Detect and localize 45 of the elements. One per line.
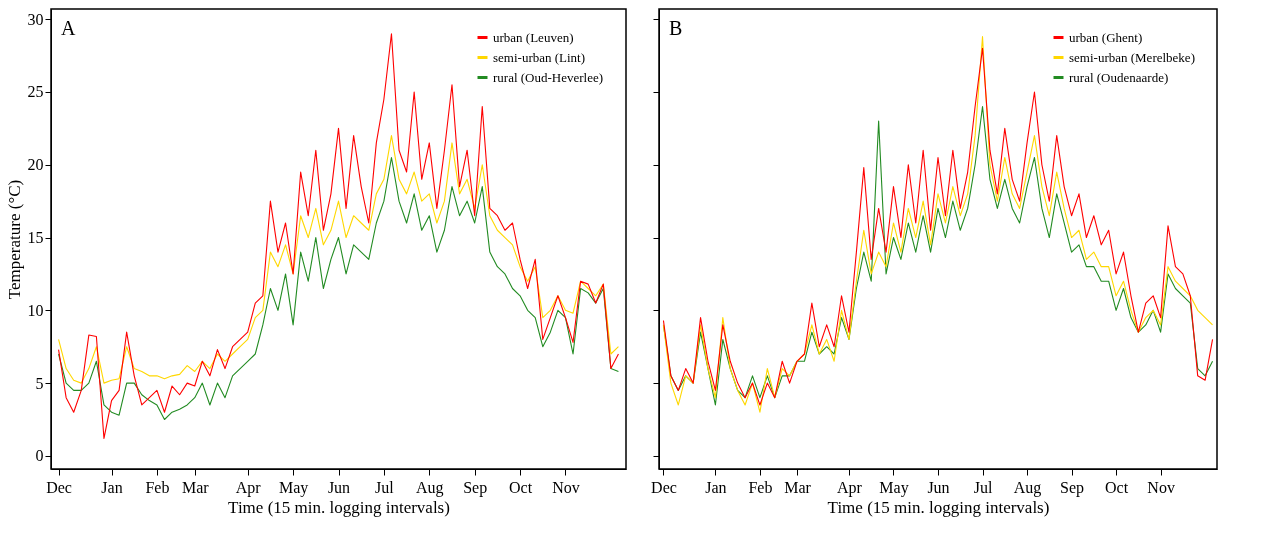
y-tick-label: 0 <box>35 447 44 465</box>
legend-label: rural (Oud-Heverlee) <box>493 69 604 85</box>
y-tick-label: 5 <box>35 374 44 392</box>
x-tick-label: Oct <box>509 478 533 496</box>
line-series <box>58 33 619 439</box>
legend-label: semi-urban (Lint) <box>493 49 586 65</box>
x-tick-label: Jan <box>705 478 727 496</box>
x-tick-label: Nov <box>552 478 580 496</box>
x-tick-label: Apr <box>837 478 863 497</box>
x-tick-label: Sep <box>463 478 488 497</box>
y-tick-label: 10 <box>27 301 44 319</box>
x-tick-label: Jul <box>973 478 993 496</box>
line-series <box>58 135 619 384</box>
x-tick-label: Mar <box>784 478 812 496</box>
y-tick-label: 25 <box>27 83 44 101</box>
x-tick-label: Jun <box>327 478 351 496</box>
y-tick-label: 15 <box>27 229 44 247</box>
legend-label: semi-urban (Merelbeke) <box>1069 49 1195 65</box>
y-tick-label: 30 <box>27 10 44 28</box>
x-axis-title: Time (15 min. logging intervals) <box>827 497 1050 517</box>
x-tick-label: Feb <box>145 478 170 496</box>
y-axis-title: Temperature (°C) <box>4 179 24 300</box>
x-tick-label: Oct <box>1105 478 1129 496</box>
x-tick-label: Jan <box>101 478 123 496</box>
x-tick-label: Sep <box>1060 478 1085 497</box>
x-tick-label: May <box>278 478 309 497</box>
x-tick-label: Nov <box>1147 478 1175 496</box>
x-tick-label: Jun <box>927 478 950 496</box>
annotation: B <box>669 17 683 39</box>
x-tick-label: Aug <box>1013 478 1042 497</box>
x-tick-label: Feb <box>748 478 773 496</box>
x-tick-label: Apr <box>235 478 262 497</box>
x-tick-label: Dec <box>651 478 677 496</box>
y-tick-label: 20 <box>27 156 44 174</box>
legend-label: rural (Oudenaarde) <box>1069 69 1169 85</box>
x-tick-label: Mar <box>181 478 210 496</box>
legend-label: urban (Ghent) <box>1069 29 1143 45</box>
line-series <box>58 156 619 421</box>
x-tick-label: Aug <box>416 478 444 497</box>
legend-label: urban (Leuven) <box>493 29 574 45</box>
x-axis-title: Time (15 min. logging intervals) <box>228 497 450 517</box>
x-tick-label: Jul <box>375 478 395 496</box>
x-tick-label: Dec <box>46 478 72 496</box>
x-tick-label: May <box>879 478 909 497</box>
annotation: A <box>61 17 76 39</box>
